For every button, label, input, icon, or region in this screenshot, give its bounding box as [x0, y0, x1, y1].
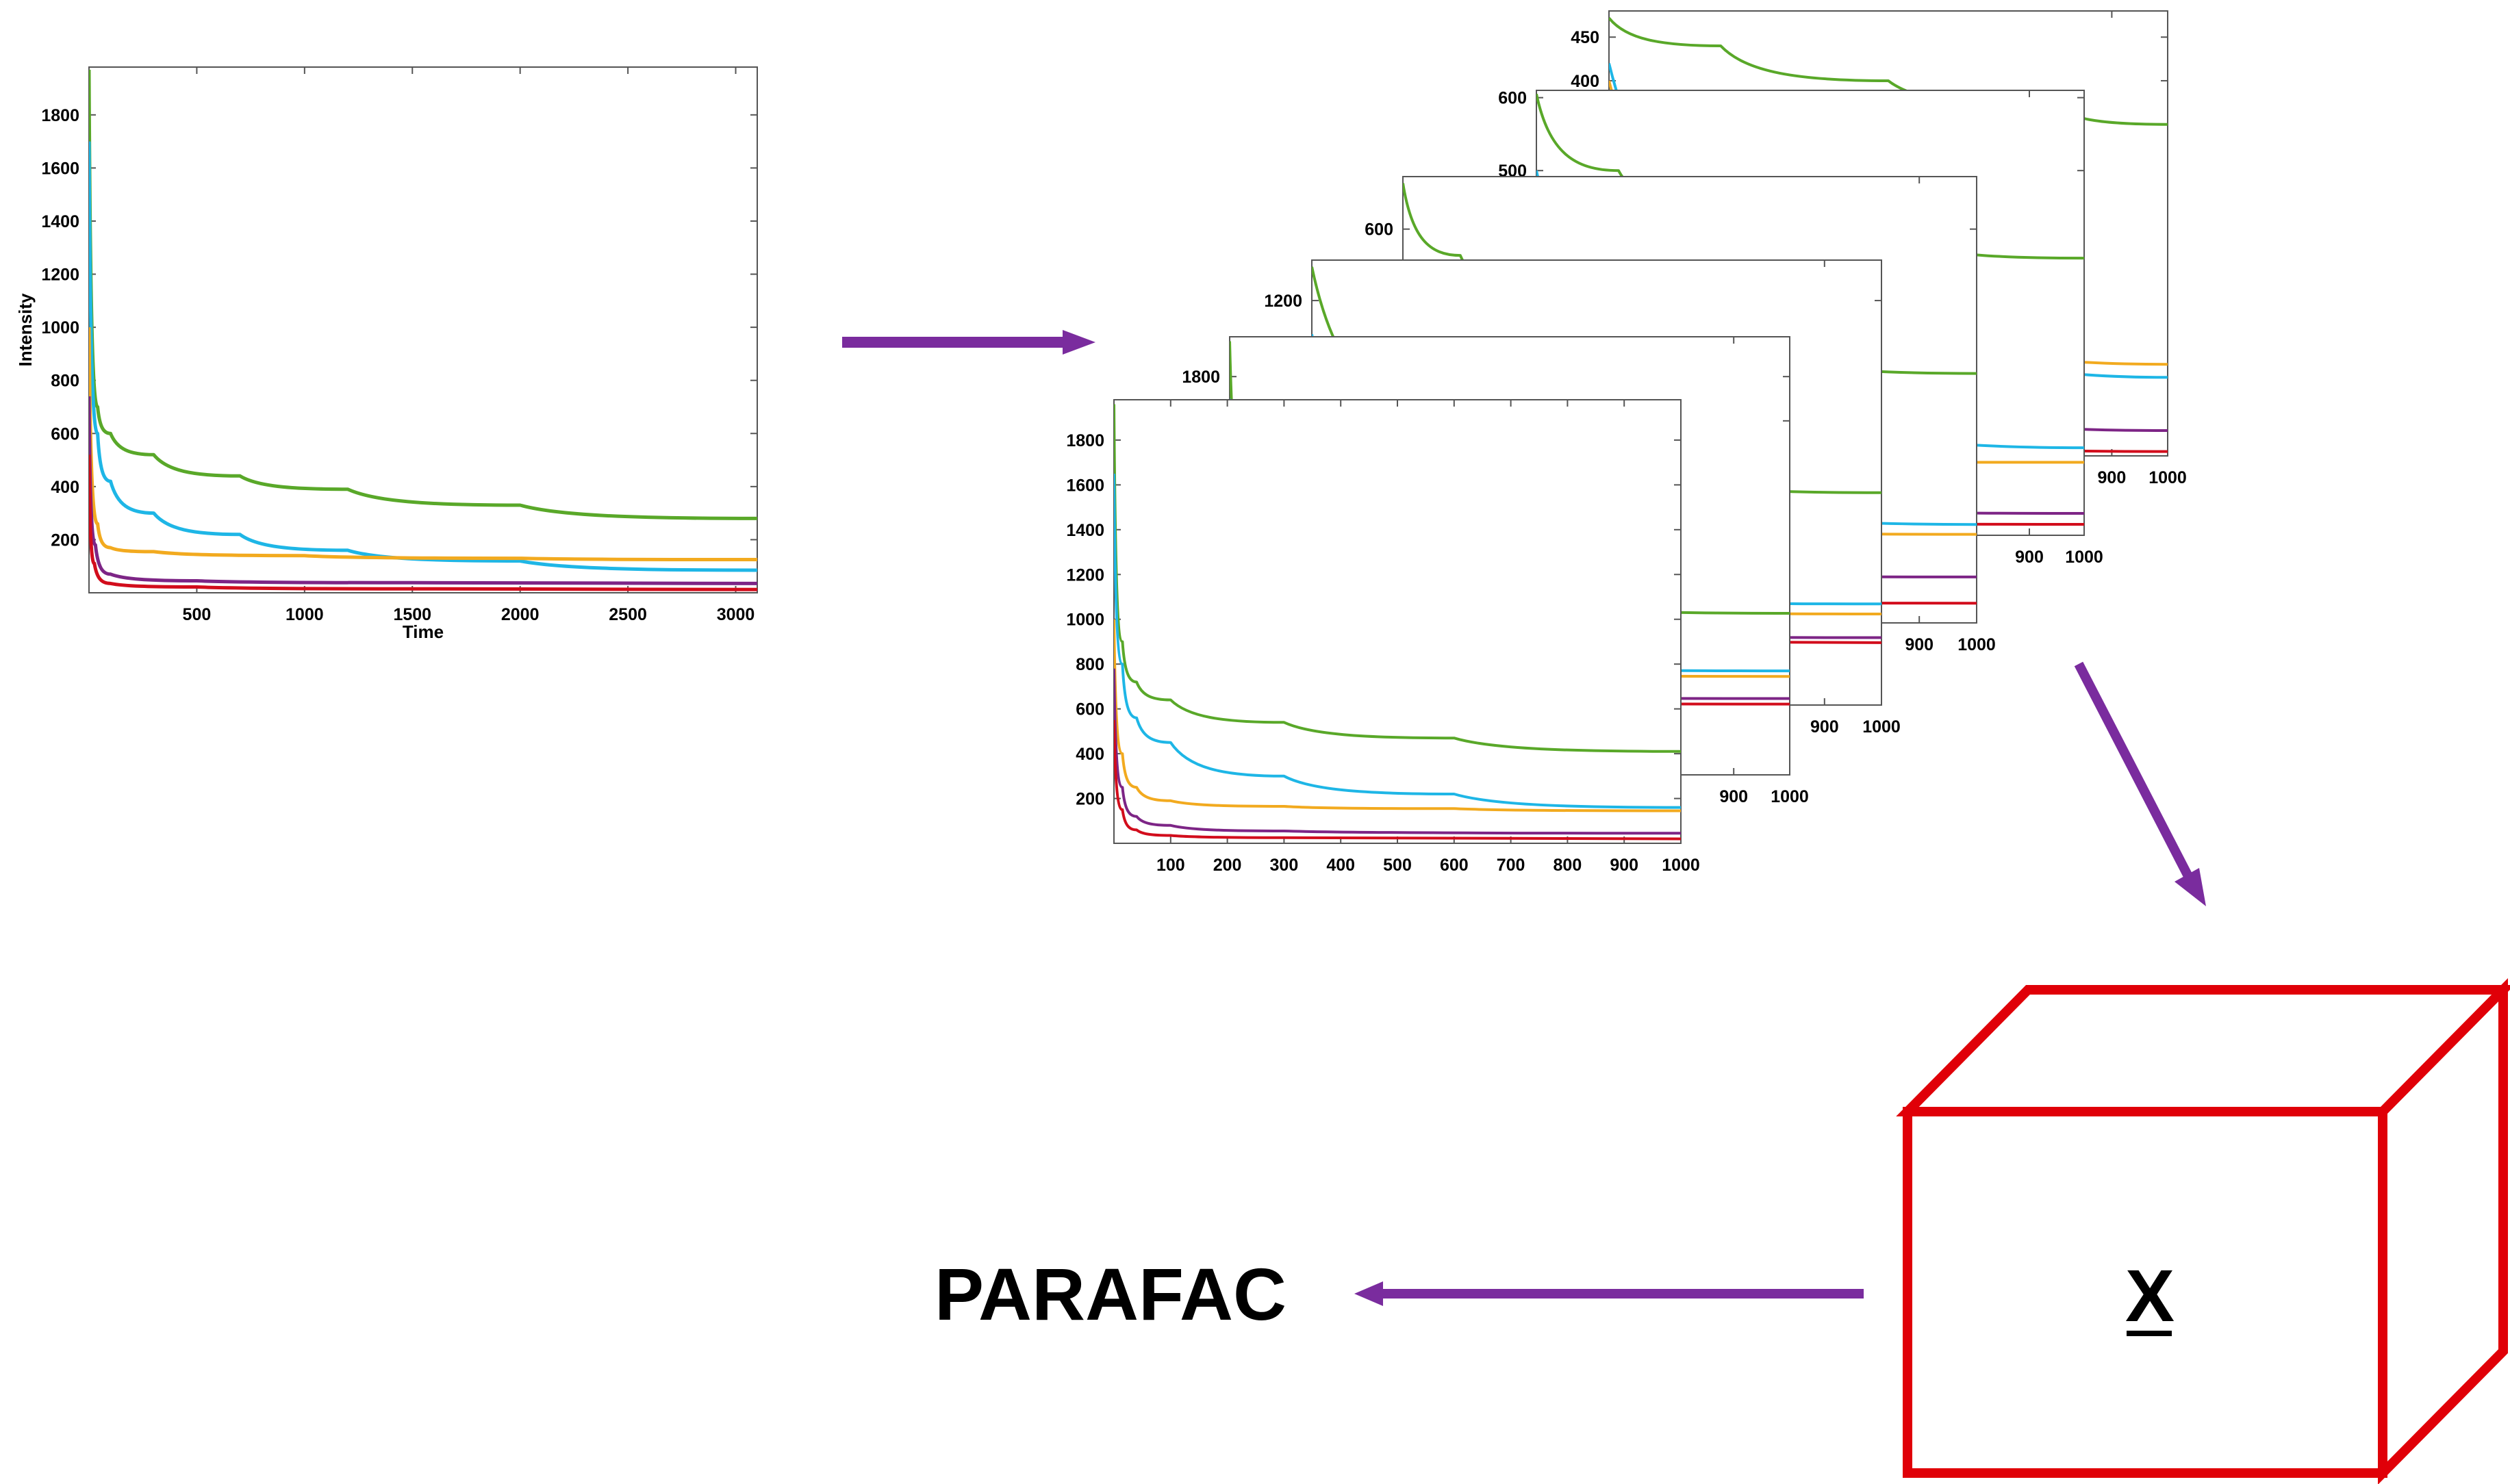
- slice-3-xtick-label: 1000: [1862, 717, 1901, 737]
- full-ytick-label: 400: [51, 478, 79, 497]
- slice-1-series-orange: [1114, 619, 1681, 813]
- slice-1-xtick-label: 500: [1383, 856, 1412, 875]
- full-xtick-label: 1500: [393, 605, 431, 624]
- slice-1-series-cyan: [1114, 473, 1681, 809]
- arrow-to-parafac: [1354, 1281, 1864, 1306]
- slice-1-ytick-label: 800: [1076, 655, 1104, 674]
- full-xtick-label: 3000: [717, 605, 755, 624]
- full-ytick-label: 1200: [41, 266, 79, 285]
- slice-6-ytick-label: 400: [1571, 72, 1599, 91]
- slice-6-ytick-label: 450: [1571, 28, 1599, 47]
- cube-side-face: [2378, 977, 2508, 1484]
- slice-1-series-purple: [1114, 668, 1681, 835]
- full-ytick-label: 1600: [41, 159, 79, 178]
- slice-6-tick-labels: 900 1000 400 450: [1571, 11, 2187, 487]
- slice-1-xtick-label: 600: [1440, 856, 1469, 875]
- slice-4-xtick-label: 900: [1905, 635, 1934, 654]
- slice-1-ytick-label: 200: [1076, 790, 1104, 809]
- slice-1-ytick-label: 1800: [1066, 431, 1104, 450]
- slice-1-frame: [1113, 399, 1682, 844]
- slice-1-ytick-label: 600: [1076, 700, 1104, 719]
- cube-top-face: [1896, 985, 2510, 1116]
- slice-5-xtick-label: 900: [2015, 548, 2044, 567]
- full-plot-frame: [88, 66, 758, 593]
- y-axis-title: Intensity: [15, 293, 36, 366]
- slice-1-ytick-label: 1000: [1066, 611, 1104, 630]
- full-xtick-label: 1000: [286, 605, 324, 624]
- slice-4-tick-labels: 900 1000 600: [1365, 177, 1996, 654]
- tensor-label: X: [2125, 1254, 2175, 1337]
- slice-1-xtick-label: 1000: [1662, 856, 1700, 875]
- full-y-tick-labels: 200 400 600 800 1000 1200 1400 1600 1800: [41, 106, 79, 550]
- slice-1-series-green: [1114, 404, 1681, 753]
- full-series-purple: [89, 396, 757, 585]
- x-axis-title: Time: [403, 622, 444, 642]
- slice-6-xtick-label: 900: [2098, 468, 2127, 487]
- slice-1-tick-labels: 100 200 300 400 500 600 700 800 900 1000 200 400 600…: [1066, 400, 1700, 875]
- full-chart: 500 1000 1500 2000 2500 3000 200 400 600 800 1000…: [15, 66, 758, 642]
- slice-4-xtick-label: 1000: [1957, 635, 1996, 654]
- full-series-green: [89, 69, 757, 520]
- slice-1-ytick-label: 400: [1076, 745, 1104, 764]
- slice-5-ytick-label: 600: [1498, 89, 1527, 108]
- slice-3-tick-labels: 900 1000 1200: [1264, 260, 1901, 737]
- full-x-tick-labels: 500 1000 1500 2000 2500 3000: [183, 605, 755, 624]
- full-series-orange: [89, 327, 757, 561]
- arrow-to-stack: [842, 330, 1095, 355]
- slice-chart-1: 100 200 300 400 500 600 700 800 900 1000 200 400 600…: [1066, 399, 1700, 875]
- slice-2-xtick-label: 1000: [1771, 787, 1809, 806]
- slice-1-series-group: [1114, 404, 1681, 841]
- slice-2-xtick-label: 900: [1719, 787, 1748, 806]
- full-xtick-label: 2500: [609, 605, 647, 624]
- full-ytick-label: 1800: [41, 106, 79, 125]
- slice-1-ytick-label: 1600: [1066, 476, 1104, 495]
- slice-1-ytick-label: 1400: [1066, 521, 1104, 540]
- full-series-group: [89, 69, 757, 591]
- slice-1-xtick-label: 900: [1610, 856, 1638, 875]
- full-series-red: [89, 455, 757, 591]
- slice-1-xtick-label: 700: [1497, 856, 1525, 875]
- slice-6-xtick-label: 1000: [2148, 468, 2187, 487]
- full-series-cyan: [89, 141, 757, 572]
- full-xtick-label: 500: [183, 605, 212, 624]
- slice-2-ytick-label: 1800: [1182, 368, 1220, 387]
- full-ytick-label: 200: [51, 530, 79, 550]
- full-xtick-label: 2000: [501, 605, 540, 624]
- full-ytick-label: 600: [51, 424, 79, 444]
- slice-1-series-red: [1114, 719, 1681, 841]
- slice-1-ytick-label: 1200: [1066, 565, 1104, 585]
- arrow-to-cube: [2074, 661, 2206, 906]
- slice-4-ytick-label: 600: [1365, 220, 1393, 240]
- full-ytick-label: 1400: [41, 212, 79, 231]
- slice-3-xtick-label: 900: [1810, 717, 1839, 737]
- slice-5-xtick-label: 1000: [2065, 548, 2103, 567]
- slice-stack: 900 1000 400 450 900 1000 500 600 900 1000 600 9…: [1066, 10, 2187, 875]
- full-ytick-label: 1000: [41, 318, 79, 337]
- slice-1-xtick-label: 800: [1554, 856, 1582, 875]
- slice-1-xtick-label: 200: [1213, 856, 1242, 875]
- slice-1-xtick-label: 400: [1326, 856, 1355, 875]
- slice-3-ytick-label: 1200: [1264, 292, 1302, 311]
- full-ytick-label: 800: [51, 372, 79, 391]
- tensor-cube: [1896, 977, 2510, 1484]
- parafac-label: PARAFAC: [935, 1253, 1286, 1335]
- slice-1-xtick-label: 100: [1156, 856, 1185, 875]
- slice-1-xtick-label: 300: [1270, 856, 1299, 875]
